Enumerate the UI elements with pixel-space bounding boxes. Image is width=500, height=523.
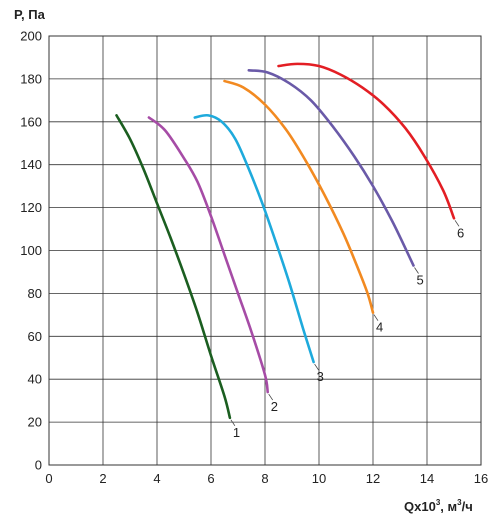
x-tick-label: 8 [261, 471, 268, 486]
x-axis-title: Qx103, м3/ч [404, 498, 473, 514]
y-tick-label: 40 [28, 372, 42, 387]
grid [48, 35, 482, 466]
curve-5-leader [414, 267, 419, 274]
curve-5-label: 5 [417, 273, 424, 288]
x-tick-label: 10 [312, 471, 326, 486]
curve-2-label: 2 [271, 399, 278, 414]
x-tick-label: 12 [366, 471, 380, 486]
y-tick-label: 200 [20, 29, 42, 44]
y-tick-label: 20 [28, 415, 42, 430]
x-tick-label: 14 [420, 471, 434, 486]
y-axis-title: P, Па [14, 7, 46, 22]
x-tick-label: 0 [45, 471, 52, 486]
y-tick-label: 140 [20, 157, 42, 172]
curve-4-leader [373, 314, 379, 321]
curve-6-leader [454, 220, 460, 227]
curves [115, 62, 456, 420]
curve-1 [115, 114, 232, 420]
y-tick-label: 60 [28, 329, 42, 344]
curve-6 [277, 62, 456, 220]
curve-3-label: 3 [317, 369, 324, 384]
y-tick-label: 0 [35, 458, 42, 473]
plot-frame [48, 35, 482, 466]
x-tick-label: 16 [474, 471, 488, 486]
x-tick-label: 6 [207, 471, 214, 486]
y-tick-label: 80 [28, 286, 42, 301]
curve-4-label: 4 [376, 320, 383, 335]
curve-labels: 1 2 3 4 5 6 [230, 220, 464, 440]
curve-5 [247, 69, 415, 267]
x-tick-label: 2 [99, 471, 106, 486]
curve-3-leader [314, 363, 319, 371]
x-tick-label: 4 [153, 471, 160, 486]
y-tick-label: 120 [20, 200, 42, 215]
curve-4 [223, 79, 375, 315]
curve-1-leader [230, 419, 236, 427]
curve-1-label: 1 [233, 425, 240, 440]
y-tick-label: 100 [20, 243, 42, 258]
curve-3 [193, 113, 315, 364]
y-tick-label: 160 [20, 114, 42, 129]
curve-2 [147, 116, 269, 394]
y-tick-label: 180 [20, 71, 42, 86]
curve-6-label: 6 [457, 225, 464, 240]
curve-2-leader [268, 393, 274, 401]
